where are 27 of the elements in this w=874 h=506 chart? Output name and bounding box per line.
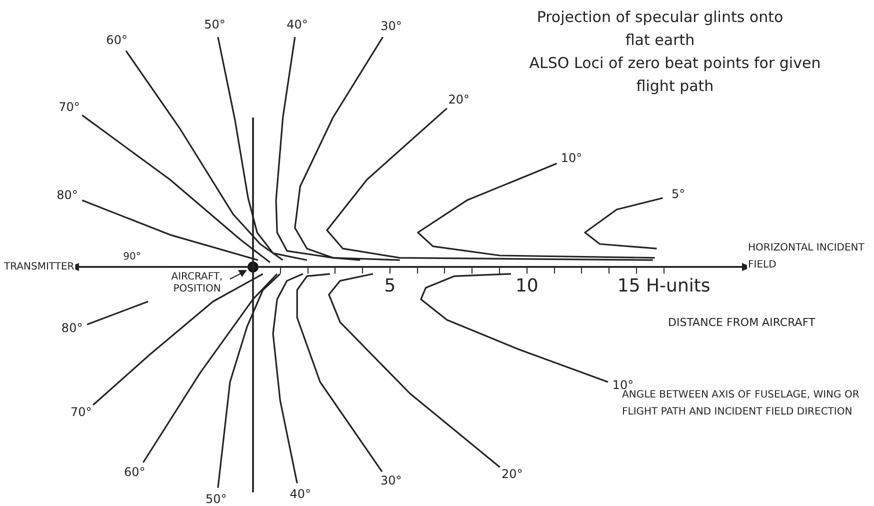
series-label: 40° bbox=[290, 487, 311, 502]
series-label: 70° bbox=[70, 405, 92, 420]
series-label: 30° bbox=[380, 474, 402, 488]
x-tick-label: 5 bbox=[384, 275, 396, 296]
series-label: 5° bbox=[671, 187, 686, 202]
series-label: 40° bbox=[286, 17, 308, 32]
series-label: 60° bbox=[124, 464, 146, 479]
x-axis-title: DISTANCE FROM AIRCRAFT bbox=[668, 316, 816, 329]
series-label: 70° bbox=[58, 100, 80, 114]
series-label: 60° bbox=[106, 33, 128, 48]
x-tick-label: 10 bbox=[515, 275, 538, 296]
annotation: 90° bbox=[123, 252, 141, 263]
series-label: 30° bbox=[380, 18, 402, 33]
text: ALSO Loci of zero beat points for given flight path bbox=[528, 53, 822, 97]
annotation: ANGLE BETWEEN AXIS OF FUSELAGE, WING OR FLIGHT PATH AND INCIDENT FIELD DIRECTION bbox=[622, 390, 860, 418]
text: HORIZONTAL INCIDENT FIELD bbox=[748, 242, 866, 271]
annotation: AIRCRAFT, POSITION bbox=[171, 272, 223, 295]
series-label: 10° bbox=[560, 151, 582, 166]
text: TRANSMITTER bbox=[3, 262, 74, 273]
series-label: 50° bbox=[206, 492, 227, 506]
series-label: 50° bbox=[204, 17, 226, 32]
chart-title: Projection of specular glints onto flat earth bbox=[536, 7, 784, 51]
series-label: 80° bbox=[56, 188, 78, 202]
series-label: 20° bbox=[502, 466, 523, 481]
x-tick-label: 15 H-units bbox=[617, 275, 710, 296]
series-label: 20° bbox=[448, 92, 470, 106]
series-label: 80° bbox=[61, 320, 83, 335]
